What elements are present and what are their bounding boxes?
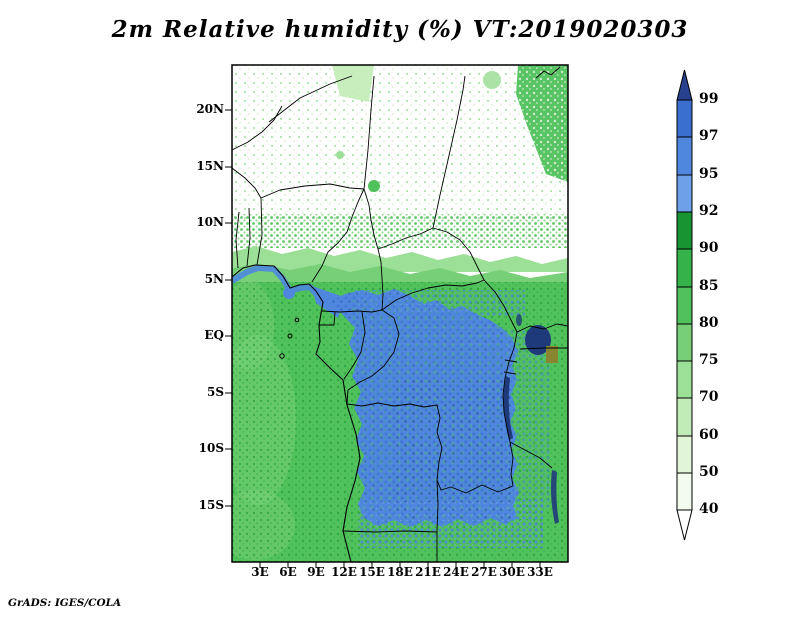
x-tick-label: 30E [499,565,525,579]
colorbar-segment [676,435,693,474]
x-tick-label: 6E [279,565,297,579]
x-tick-label: 18E [387,565,413,579]
lake-malawi [551,470,559,524]
axis-ticks [225,109,541,568]
colorbar-segment [676,360,693,399]
blue-north-transition-speckle [355,290,525,316]
colorbar-segment [676,472,693,511]
grads-credit: GrADS: IGES/COLA [8,597,122,609]
coastline [232,264,361,562]
north-central-green-patch [332,65,374,102]
y-tick-label: 15S [198,498,224,512]
gulf-islands [279,317,300,359]
blue-region-dense-mottle [390,380,510,520]
colorbar-tick-label: 40 [699,501,719,517]
lake-victoria [525,325,551,355]
gulf-coast-blue-strip [232,264,321,298]
colorbar-tick-label: 99 [699,91,719,107]
y-tick-label: 15N [196,159,224,173]
x-tick-label: 3E [251,565,269,579]
sahel-green-spot [336,151,344,159]
x-tick-label: 12E [331,565,357,579]
colorbar-segment [676,248,693,288]
colorbar-tick-label: 90 [699,240,719,256]
y-tick-label: 20N [196,102,224,116]
blue-east-transition-speckle [505,330,550,510]
y-tick-label: 10N [196,215,224,229]
cameroon-coast-blue-patch [312,286,344,318]
north-green-spot [483,71,501,89]
colorbar-tick-label: 97 [699,128,719,144]
colorbar-segment [676,286,693,325]
x-axis-ticks [259,562,541,568]
colorbar-segment [676,136,693,176]
country-borders [232,66,568,562]
colorbar-tick-label: 80 [699,315,719,331]
sahel-green-spot [368,180,380,192]
x-tick-label: 9E [307,565,325,579]
colorbar-tick-label: 60 [699,427,719,443]
colorbar-tick-label: 95 [699,166,719,182]
colorbar-bottom-arrow [676,509,693,541]
y-tick-label: 5S [206,385,224,399]
x-tick-label: 21E [415,565,441,579]
colorbar-tick-label: 92 [699,203,719,219]
colorbar-segment [676,323,693,362]
x-tick-label: 24E [443,565,469,579]
transition-speckle-band [232,214,568,248]
colorbar [676,69,693,541]
north-speckle [232,65,568,225]
colorbar-tick-label: 75 [699,352,719,368]
y-tick-label: 10S [198,441,224,455]
humidity-field [232,65,568,562]
colorbar-tick-label: 50 [699,464,719,480]
niger-delta-blue-patch [283,287,295,299]
lake-albert [516,314,522,326]
x-tick-label: 33E [527,565,553,579]
colorbar-segment [676,99,693,138]
plot-title: 2m Relative humidity (%) VT:2019020303 [111,16,689,43]
colorbar-segment [676,211,693,250]
colorbar-tick-label: 85 [699,278,719,294]
northeast-wadi-line [535,66,561,79]
y-tick-label: 5N [204,272,224,286]
x-tick-label: 15E [359,565,385,579]
northeast-green-mottle [516,65,568,182]
x-tick-label: 27E [471,565,497,579]
colorbar-tick-label: 70 [699,389,719,405]
olive-patch [546,346,558,363]
colorbar-top-arrow [676,69,693,101]
colorbar-segment [676,397,693,437]
colorbar-segment [676,174,693,213]
y-axis-ticks [225,109,232,507]
y-tick-label: EQ [204,328,224,342]
